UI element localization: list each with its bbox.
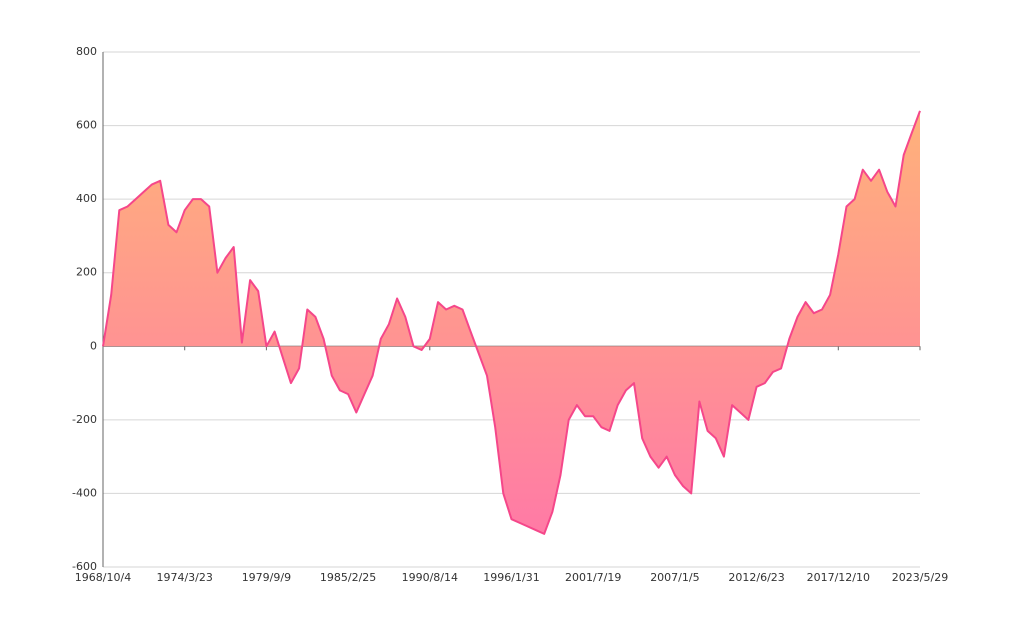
x-tick-label: 2017/12/10: [807, 571, 870, 584]
y-tick-label: -400: [72, 486, 97, 499]
x-tick-label: 1996/1/31: [483, 571, 539, 584]
x-tick-label: 1974/3/23: [156, 571, 212, 584]
y-tick-label: 200: [76, 266, 97, 279]
x-tick-label: 1990/8/14: [402, 571, 458, 584]
x-tick-label: 2007/1/5: [650, 571, 699, 584]
line: [102, 110, 921, 535]
y-tick-label: -200: [72, 413, 97, 426]
x-tick-label: 2023/5/29: [892, 571, 948, 584]
y-tick-label: -600: [72, 560, 97, 573]
x-tick-label: 1979/9/9: [242, 571, 291, 584]
x-tick-label: 1985/2/25: [320, 571, 376, 584]
y-tick-label: 600: [76, 119, 97, 132]
y-tick-label: 0: [90, 339, 97, 352]
y-tick-label: 400: [76, 192, 97, 205]
y-tick-label: 800: [76, 45, 97, 58]
x-tick-label: 1968/10/4: [75, 571, 131, 584]
x-tick-label: 2001/7/19: [565, 571, 621, 584]
area: [103, 110, 920, 534]
x-tick-label: 2012/6/23: [728, 571, 784, 584]
